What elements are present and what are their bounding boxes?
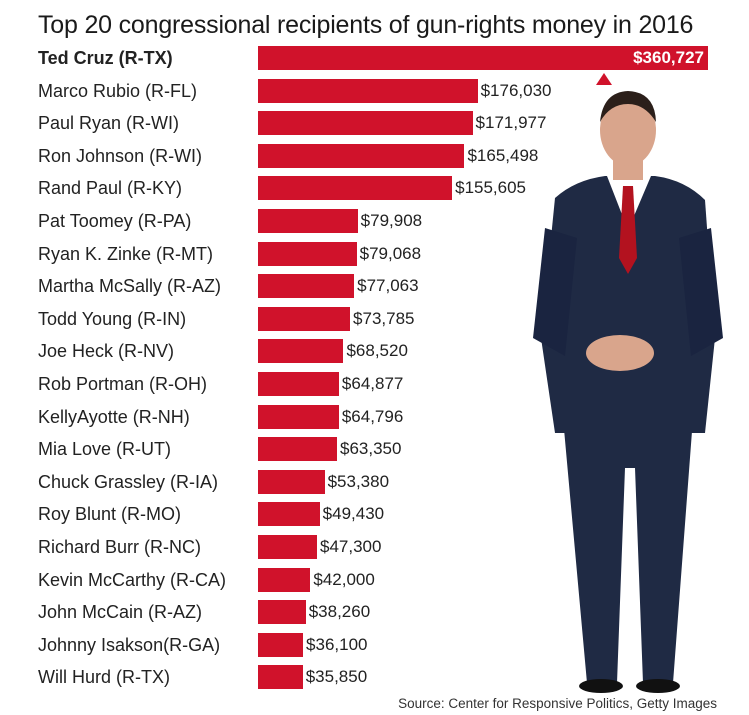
category-label: Marco Rubio (R-FL) [38, 80, 198, 101]
up-arrow-icon [596, 73, 612, 85]
bar [258, 241, 357, 266]
value-label: $53,380 [327, 471, 390, 491]
category-label: Roy Blunt (R-MO) [38, 504, 182, 525]
category-label: Todd Young (R-IN) [38, 308, 187, 329]
category-label: Mia Love (R-UT) [38, 439, 172, 460]
photo-left-arm [533, 228, 577, 356]
category-label: John McCain (R-AZ) [38, 602, 203, 623]
bar [258, 78, 478, 103]
bar [258, 46, 708, 70]
value-label: $79,908 [360, 211, 423, 230]
bar [258, 437, 338, 462]
photo-head [600, 94, 656, 166]
bar [258, 502, 320, 527]
bar [258, 567, 311, 592]
value-label: $155,605 [455, 178, 527, 198]
value-label: $35,850 [305, 667, 368, 687]
category-label: Ted Cruz (R-TX) [38, 48, 173, 68]
category-label: Ryan K. Zinke (R-MT) [38, 243, 214, 264]
value-label: $49,430 [322, 504, 385, 524]
bar [258, 143, 465, 168]
value-label: $36,100 [306, 634, 368, 654]
category-label: Will Hurd (R-TX) [38, 667, 170, 688]
photo-right-arm [679, 228, 723, 356]
bar [258, 209, 358, 233]
source-note: Source: Center for Responsive Politics, … [398, 696, 717, 711]
bar [258, 404, 339, 429]
category-label: Pat Toomey (R-PA) [38, 211, 192, 231]
bar [258, 372, 339, 396]
value-label: $171,977 [475, 113, 547, 133]
category-label: Rand Paul (R-KY) [38, 178, 183, 199]
bar [258, 306, 351, 331]
value-label: $79,068 [359, 243, 422, 263]
photo-left-shoe [579, 679, 623, 693]
bar [258, 632, 304, 657]
category-label: Chuck Grassley (R-IA) [38, 471, 219, 492]
category-label: Kevin McCarthy (R-CA) [38, 569, 227, 590]
value-label: $68,520 [346, 341, 408, 361]
photo-hands [586, 335, 654, 371]
photo-tie [619, 186, 637, 274]
value-label: $165,498 [467, 145, 539, 165]
value-label: $176,030 [480, 80, 552, 100]
bar [258, 111, 473, 136]
photo-legs [563, 418, 693, 683]
category-label: Richard Burr (R-NC) [38, 537, 202, 557]
category-label: Paul Ryan (R-WI) [38, 113, 180, 134]
bar [258, 665, 303, 690]
category-label: Rob Portman (R-OH) [38, 374, 208, 394]
value-label: $360,727 [633, 48, 704, 67]
value-label: $38,260 [308, 602, 371, 622]
photo-jacket [541, 176, 715, 433]
category-label: Ron Johnson (R-WI) [38, 145, 203, 166]
value-label: $42,000 [313, 569, 375, 589]
category-label: Joe Heck (R-NV) [38, 341, 175, 362]
bar [258, 274, 355, 299]
value-label: $73,785 [353, 308, 415, 328]
category-label: KellyAyotte (R-NH) [38, 406, 190, 427]
category-label: Martha McSally (R-AZ) [38, 276, 222, 297]
value-label: $63,350 [340, 439, 402, 459]
value-label: $47,300 [320, 537, 382, 556]
bar [258, 339, 344, 364]
value-label: $77,063 [357, 276, 419, 296]
bar [258, 600, 306, 625]
chart-title: Top 20 congressional recipients of gun-r… [38, 11, 694, 39]
category-label: Johnny Isakson(R-GA) [38, 634, 221, 655]
photo-right-shoe [636, 679, 680, 693]
value-label: $64,877 [341, 374, 404, 393]
bar [258, 535, 317, 559]
bar [258, 176, 453, 201]
value-label: $64,796 [341, 406, 404, 426]
photo-hair [600, 91, 656, 122]
bar [258, 469, 325, 494]
person-photo [533, 91, 723, 693]
